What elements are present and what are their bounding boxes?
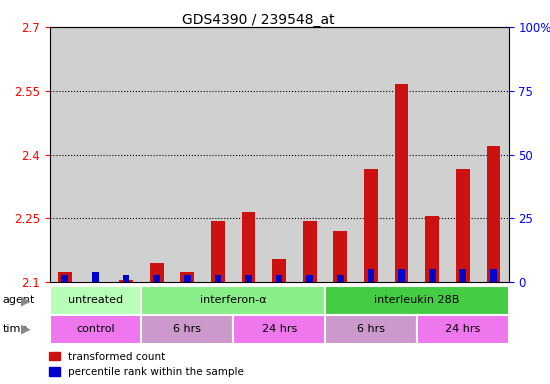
Bar [50,27,80,282]
Bar [172,27,202,282]
Bar [325,27,356,282]
Bar [58,271,72,282]
Bar [398,270,405,282]
Text: 24 hrs: 24 hrs [445,324,481,334]
Text: ▶: ▶ [21,294,31,307]
Bar [487,146,500,282]
Bar [62,275,68,282]
Bar [333,231,347,282]
Bar [429,270,436,282]
Bar [202,27,233,282]
Text: 6 hrs: 6 hrs [173,324,201,334]
Bar [184,275,191,282]
Bar [150,263,163,282]
Bar [386,27,417,282]
Bar [141,27,172,282]
Bar [211,220,225,282]
Bar [303,220,317,282]
Bar [119,280,133,282]
Text: GDS4390 / 239548_at: GDS4390 / 239548_at [182,13,335,27]
Text: control: control [76,324,115,334]
Text: 6 hrs: 6 hrs [357,324,385,334]
Bar [92,272,99,282]
Bar [337,275,344,282]
Bar [456,169,470,282]
Bar [123,275,129,282]
Bar [448,27,478,282]
Bar [490,270,497,282]
Bar [294,27,325,282]
Bar [364,169,378,282]
Text: untreated: untreated [68,295,123,306]
Bar [478,27,509,282]
Text: interferon-α: interferon-α [200,295,267,306]
Bar [367,270,375,282]
Bar [111,27,141,282]
Bar [395,84,409,282]
Bar [233,27,264,282]
Bar [425,216,439,282]
Text: interleukin 28B: interleukin 28B [374,295,460,306]
Bar [153,275,160,282]
Bar [276,275,283,282]
Bar [417,27,448,282]
Bar [180,271,194,282]
Text: ▶: ▶ [21,323,31,336]
Bar [272,259,286,282]
Text: 24 hrs: 24 hrs [261,324,297,334]
Bar [459,270,466,282]
Text: time: time [3,324,28,334]
Bar [306,275,313,282]
Bar [214,275,221,282]
Text: agent: agent [3,295,35,306]
Bar [80,27,111,282]
Legend: transformed count, percentile rank within the sample: transformed count, percentile rank withi… [49,352,244,377]
Bar [241,212,255,282]
Bar [356,27,386,282]
Bar [264,27,294,282]
Bar [245,275,252,282]
